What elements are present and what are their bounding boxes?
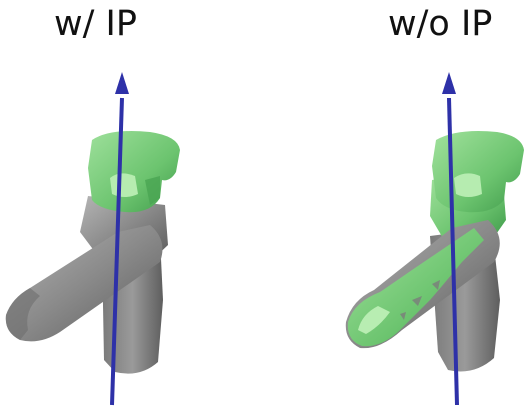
axis-line (110, 97, 124, 406)
axis-arrowhead (442, 72, 456, 94)
contact-region-handle (88, 131, 180, 213)
render-with-ip (5, 72, 180, 406)
axis-line (447, 97, 459, 406)
axis-arrowhead (115, 72, 129, 94)
faucet-spout (5, 225, 163, 342)
label-with-ip: w/ IP (54, 4, 137, 44)
render-without-ip (345, 72, 524, 406)
contact-region-handle (432, 131, 524, 213)
label-without-ip: w/o IP (388, 4, 493, 44)
